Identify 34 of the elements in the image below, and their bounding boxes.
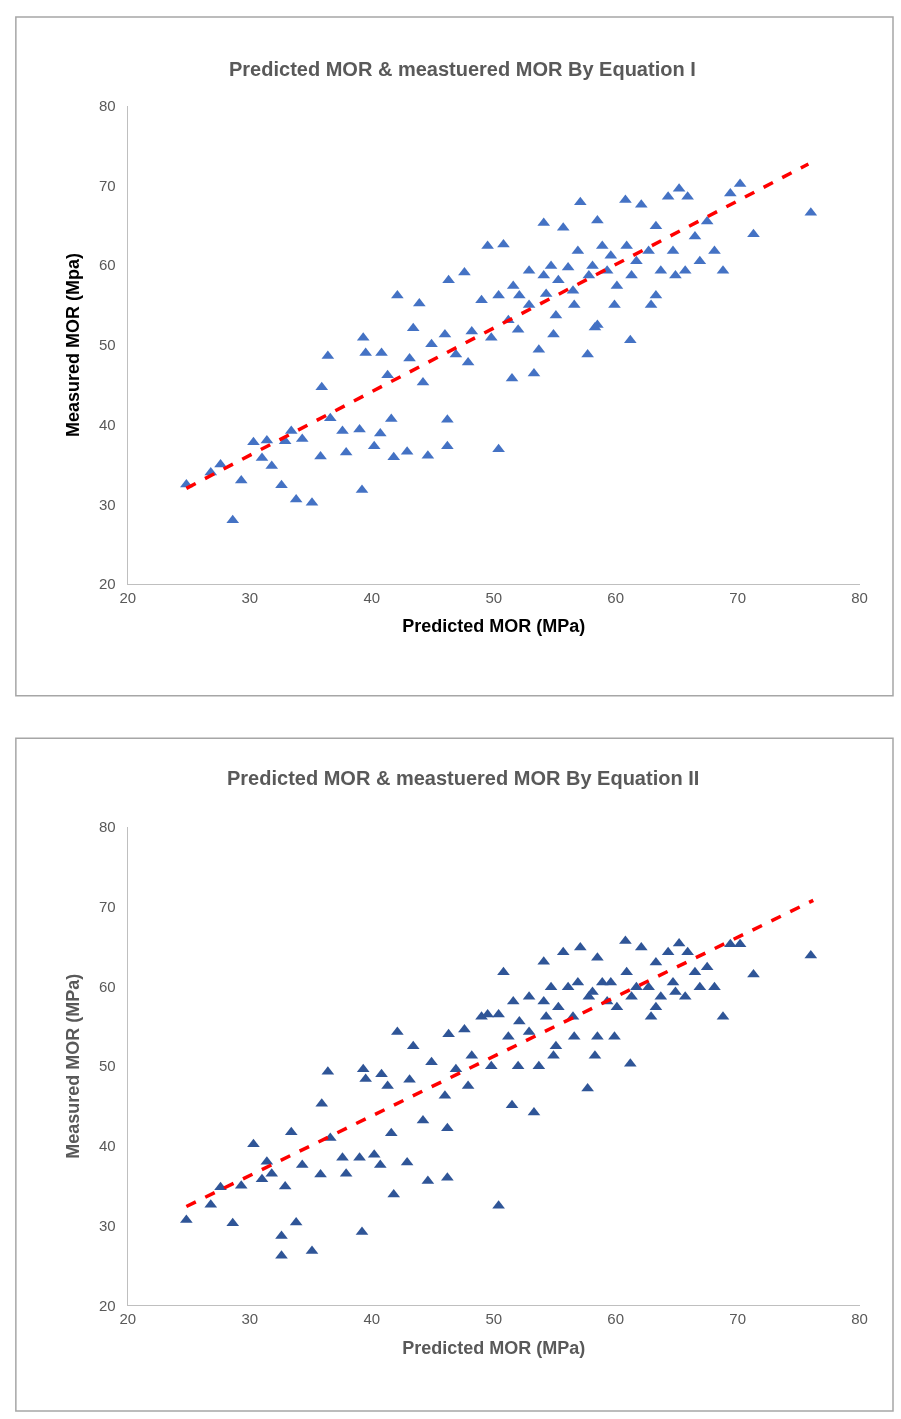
- x-tick-label: 20: [119, 589, 137, 607]
- x-tick-label: 40: [363, 589, 381, 607]
- x-tick-label: 80: [851, 589, 868, 607]
- y-axis-title: Measured MOR (Mpa): [63, 252, 84, 437]
- y-tick-label: 70: [99, 898, 116, 916]
- x-tick-label: 60: [607, 1310, 625, 1328]
- x-tick-label: 50: [485, 589, 503, 607]
- x-axis-title: Predicted MOR (MPa): [402, 1337, 586, 1358]
- x-axis-title: Predicted MOR (MPa): [402, 616, 586, 637]
- y-tick-label: 70: [99, 176, 116, 194]
- y-tick-label: 20: [99, 575, 116, 593]
- y-tick-label: 50: [99, 336, 116, 354]
- chart-title: Predicted MOR & meastuered MOR By Equation II: [227, 767, 700, 789]
- y-tick-label: 50: [99, 1057, 116, 1075]
- x-tick-label: 70: [729, 589, 746, 607]
- y-tick-label: 30: [99, 1216, 116, 1234]
- x-tick-label: 50: [485, 1310, 503, 1328]
- x-tick-label: 30: [241, 589, 259, 607]
- x-tick-label: 60: [607, 589, 625, 607]
- y-tick-label: 60: [99, 977, 116, 995]
- y-tick-label: 60: [99, 256, 116, 274]
- y-tick-label: 40: [99, 415, 116, 433]
- x-tick-label: 40: [363, 1310, 381, 1328]
- y-tick-label: 40: [99, 1137, 116, 1155]
- x-tick-label: 30: [241, 1310, 259, 1328]
- y-tick-label: 80: [99, 97, 116, 115]
- y-tick-label: 30: [99, 495, 116, 513]
- chart-title: Predicted MOR & meastuered MOR By Equation I: [229, 58, 696, 80]
- y-tick-label: 20: [99, 1296, 116, 1314]
- y-tick-label: 80: [99, 818, 116, 836]
- y-axis-title: Measured MOR (MPa): [63, 973, 84, 1159]
- x-tick-label: 80: [851, 1310, 868, 1328]
- x-tick-label: 20: [119, 1310, 137, 1328]
- x-tick-label: 70: [729, 1310, 746, 1328]
